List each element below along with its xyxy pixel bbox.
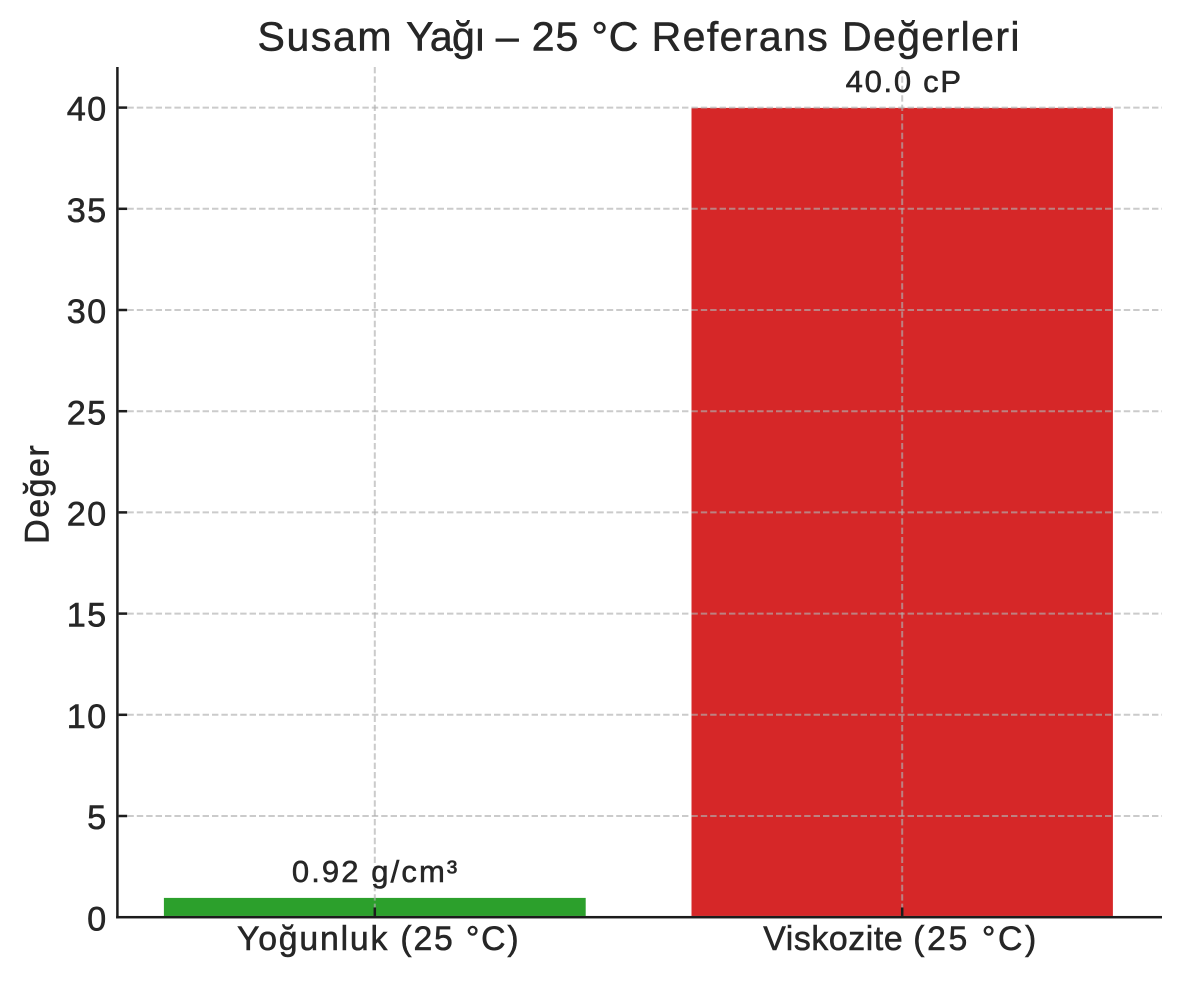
- svg-text:Değer: Değer: [19, 444, 57, 544]
- svg-text:0: 0: [87, 900, 107, 938]
- svg-text:30: 30: [67, 293, 108, 331]
- svg-text:10: 10: [67, 698, 108, 736]
- svg-text:Yoğunluk (25 °C): Yoğunluk (25 °C): [237, 920, 520, 958]
- svg-text:40: 40: [67, 91, 108, 129]
- svg-text:0.92 g/cm³: 0.92 g/cm³: [292, 854, 459, 889]
- svg-text:25: 25: [67, 394, 108, 432]
- svg-text:35: 35: [67, 192, 108, 230]
- svg-text:40.0 cP: 40.0 cP: [846, 64, 963, 99]
- svg-text:Viskozite (25 °C): Viskozite (25 °C): [763, 920, 1039, 958]
- svg-text:20: 20: [67, 496, 108, 534]
- svg-text:Susam Yağı – 25 °C Referans De: Susam Yağı – 25 °C Referans Değerleri: [258, 14, 1021, 60]
- svg-text:5: 5: [87, 799, 107, 837]
- svg-text:15: 15: [67, 597, 108, 635]
